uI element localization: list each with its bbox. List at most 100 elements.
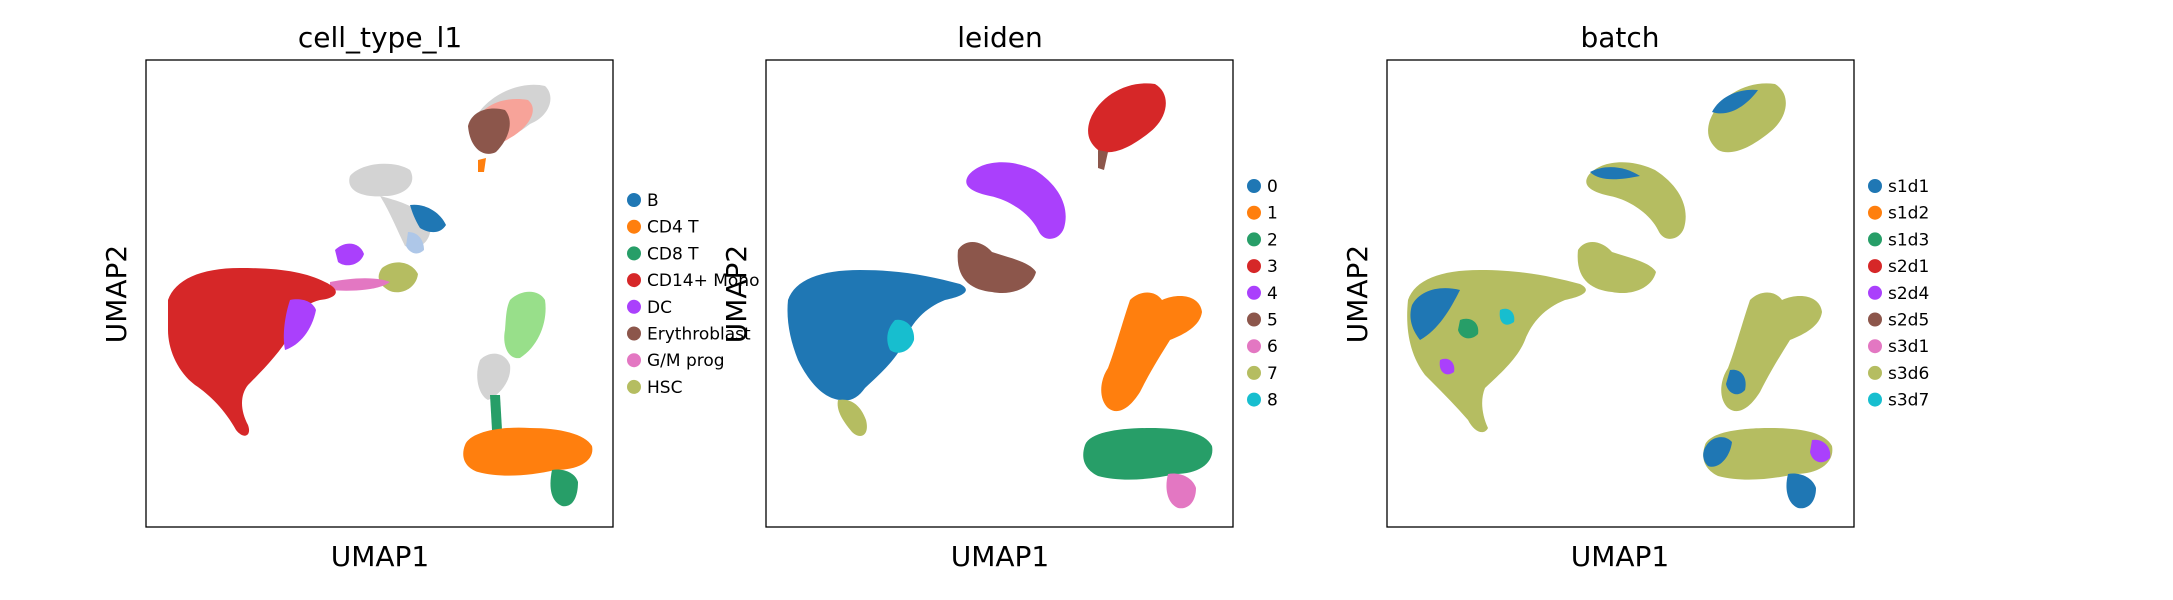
legend-label: s3d7 — [1888, 391, 1929, 411]
legend-marker — [627, 273, 641, 288]
legend-marker — [627, 353, 641, 368]
legend-marker — [1868, 259, 1882, 274]
leiden-cluster-3 — [1088, 83, 1166, 153]
leiden-cluster-5 — [957, 241, 1036, 294]
batch-blob-top-blue — [1712, 89, 1758, 114]
leiden-cluster-2 — [1083, 428, 1213, 480]
panel-1-clusters — [168, 84, 593, 507]
batch-blob-main-purple — [1439, 358, 1455, 375]
batch-blob-right-upper — [1721, 292, 1822, 412]
panel-1-xlabel: UMAP1 — [331, 540, 430, 573]
panel-leiden: leiden UMAP1 UMAP2 0 1 2 3 4 5 6 7 8 — [720, 21, 1278, 573]
legend-marker — [1247, 232, 1261, 247]
cluster-cd8-t — [550, 469, 578, 507]
legend-label: Erythroblast — [647, 325, 751, 345]
legend-label: 0 — [1267, 177, 1278, 197]
legend-label: CD14+ Mono — [647, 271, 759, 291]
legend-label: CD4 T — [647, 218, 699, 238]
batch-blob-junction — [1577, 241, 1656, 294]
legend-label: 3 — [1267, 257, 1278, 277]
leiden-cluster-0 — [787, 270, 966, 401]
batch-blob-main — [1407, 270, 1586, 433]
batch-blob-right-lower-purple — [1810, 439, 1831, 463]
cluster-dc-small — [335, 243, 364, 266]
panel-cell-type-l1: cell_type_l1 — [100, 21, 759, 573]
cluster-lightblue — [406, 232, 424, 254]
legend-marker — [1868, 312, 1882, 327]
batch-blob-main-blue — [1410, 288, 1460, 340]
panel-1-title: cell_type_l1 — [298, 21, 462, 54]
legend-label: 6 — [1267, 337, 1278, 357]
legend-label: 2 — [1267, 230, 1278, 250]
legend-marker — [1247, 259, 1261, 274]
panel-2-frame — [765, 59, 1234, 528]
batch-blob-right-lower-blue — [1703, 437, 1732, 467]
leiden-cluster-7 — [837, 399, 867, 436]
legend-label: CD8 T — [647, 244, 699, 264]
panel-3-xlabel: UMAP1 — [1571, 540, 1670, 573]
leiden-cluster-5-top — [1098, 150, 1108, 170]
batch-blob-main-teal — [1499, 308, 1515, 325]
panel-3-clusters — [1407, 83, 1833, 509]
panel-batch: batch UMAP1 UMAP2 s1d1 s1d2 s1d3 s2d1 s2d4 s2… — [1341, 21, 1929, 573]
legend-marker — [627, 193, 641, 207]
legend-label: 1 — [1267, 204, 1278, 224]
cluster-gray-lower — [477, 353, 511, 400]
legend-label: HSC — [647, 378, 682, 398]
legend-label: G/M prog — [647, 351, 725, 371]
legend-marker — [627, 219, 641, 234]
legend-label: s1d1 — [1888, 177, 1929, 197]
legend-label: s2d4 — [1888, 284, 1929, 304]
legend-marker — [1868, 179, 1882, 193]
cluster-hsc — [378, 262, 418, 293]
legend-marker — [627, 379, 641, 394]
legend-marker — [1247, 179, 1261, 193]
batch-blob-arc-blue — [1590, 167, 1640, 180]
cluster-erythroblast — [468, 108, 510, 154]
legend-marker — [1247, 339, 1261, 354]
legend-label: 4 — [1267, 284, 1278, 304]
cluster-gray-arm — [380, 196, 431, 248]
legend-label: B — [647, 191, 659, 211]
legend-marker — [1868, 285, 1882, 300]
panel-2-ylabel: UMAP2 — [720, 245, 753, 344]
batch-blob-main-green — [1458, 318, 1479, 339]
legend-label: s3d1 — [1888, 337, 1929, 357]
panel-1-ylabel: UMAP2 — [100, 245, 133, 344]
panel-2-legend: 0 1 2 3 4 5 6 7 8 — [1247, 177, 1278, 411]
legend-label: DC — [647, 298, 672, 318]
legend-marker — [627, 326, 641, 341]
legend-marker — [627, 246, 641, 261]
cluster-dc-edge — [283, 299, 316, 350]
leiden-cluster-1 — [1101, 292, 1202, 412]
leiden-cluster-8 — [887, 319, 915, 353]
legend-marker — [1868, 339, 1882, 354]
panel-3-title: batch — [1580, 21, 1659, 54]
cluster-orange-tip — [478, 158, 486, 172]
panel-1-frame — [145, 59, 614, 528]
legend-marker — [1868, 205, 1882, 220]
panel-3-frame — [1386, 59, 1855, 528]
legend-label: 8 — [1267, 391, 1278, 411]
legend-marker — [1247, 205, 1261, 220]
legend-label: s1d2 — [1888, 204, 1929, 224]
cluster-cd8-strip — [490, 395, 502, 430]
legend-marker — [627, 299, 641, 314]
legend-label: s3d6 — [1888, 364, 1929, 384]
cluster-cd4-t — [463, 427, 593, 476]
legend-label: 7 — [1267, 364, 1278, 384]
legend-marker — [1247, 365, 1261, 380]
batch-blob-right-upper-blue — [1726, 369, 1746, 395]
cluster-b-cells — [410, 204, 446, 233]
legend-marker — [1868, 365, 1882, 380]
batch-blob-right-tail — [1786, 473, 1816, 509]
panel-3-ylabel: UMAP2 — [1341, 245, 1374, 344]
legend-marker — [1868, 392, 1882, 407]
legend-label: s1d3 — [1888, 230, 1929, 250]
legend-marker — [1247, 285, 1261, 300]
cluster-gray-mid — [349, 163, 413, 197]
panel-2-xlabel: UMAP1 — [951, 540, 1050, 573]
panel-2-clusters — [787, 83, 1213, 509]
batch-blob-arc — [1586, 162, 1686, 239]
